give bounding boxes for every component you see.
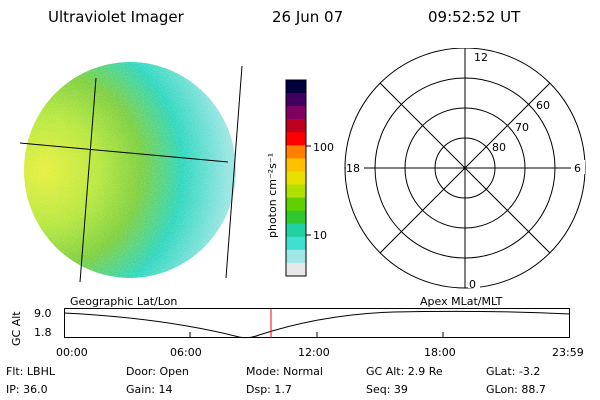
seq-value: Seq: 39 [366,383,408,396]
colorbar-band [286,106,306,120]
timeline-plot [64,308,571,339]
time-label: 09:52:52 UT [428,8,521,26]
colorbar-unit-label: photon cm⁻²s⁻¹ [266,152,279,238]
parallel-line [19,142,229,163]
timeline-xtick-1800: 18:00 [424,346,456,359]
colorbar-band [286,262,306,277]
colorbar-band [286,223,306,238]
timeline-right-label: Apex MLat/MLT [420,295,503,308]
colorbar-band [286,197,306,212]
dsp-value: Dsp: 1.7 [246,383,292,396]
timeline-xtick-0600: 06:00 [170,346,202,359]
colorbar-band [286,210,306,225]
lat-label-80: 80 [492,141,506,154]
colorbar-band [286,132,306,146]
ip-value: IP: 36.0 [6,383,48,396]
gc-alt-value: GC Alt: 2.9 Re [366,365,443,378]
colorbar-band [286,184,306,199]
filter-value: Flt: LBHL [6,365,55,378]
colorbar [285,79,311,277]
colorbar-band [286,145,306,159]
altitude-curve [64,310,571,339]
mlt-label-12: 12 [474,51,488,64]
gain-value: Gain: 14 [126,383,173,396]
timeline-ytick-9: 9.0 [34,307,52,320]
colorbar-band [286,249,306,264]
timeline-xtick-0000: 00:00 [56,346,88,359]
date-label: 26 Jun 07 [272,8,344,26]
mlt-label-6: 6 [574,162,581,175]
colorbar-band [286,80,306,94]
colorbar-band [286,93,306,107]
mlt-label-18: 18 [346,162,360,175]
timeline-axis-title: GC Alt [10,311,23,346]
app-title: Ultraviolet Imager [48,8,184,26]
lat-label-70: 70 [515,121,529,134]
timeline-xtick-1200: 12:00 [298,346,330,359]
polar-plot: 12 18 6 0 60 70 80 [344,48,586,291]
timeline-left-label: Geographic Lat/Lon [70,295,178,308]
colorbar-band [286,236,306,251]
mode-value: Mode: Normal [246,365,323,378]
colorbar-band [286,158,306,172]
mlt-label-0: 0 [469,278,476,291]
glon-value: GLon: 88.7 [486,383,546,396]
glat-value: GLat: -3.2 [486,365,541,378]
meridian-line-east [225,65,243,279]
lat-label-60: 60 [536,99,550,112]
uv-image-disk [24,62,236,278]
door-value: Door: Open [126,365,189,378]
timeline-xtick-2359: 23:59 [552,346,584,359]
timeline-ytick-1_8: 1.8 [34,326,52,339]
colorbar-tick-10: 10 [313,229,327,242]
colorbar-band [286,119,306,133]
colorbar-band [286,171,306,186]
colorbar-tick-100: 100 [313,141,334,154]
meridian-line [79,77,97,283]
